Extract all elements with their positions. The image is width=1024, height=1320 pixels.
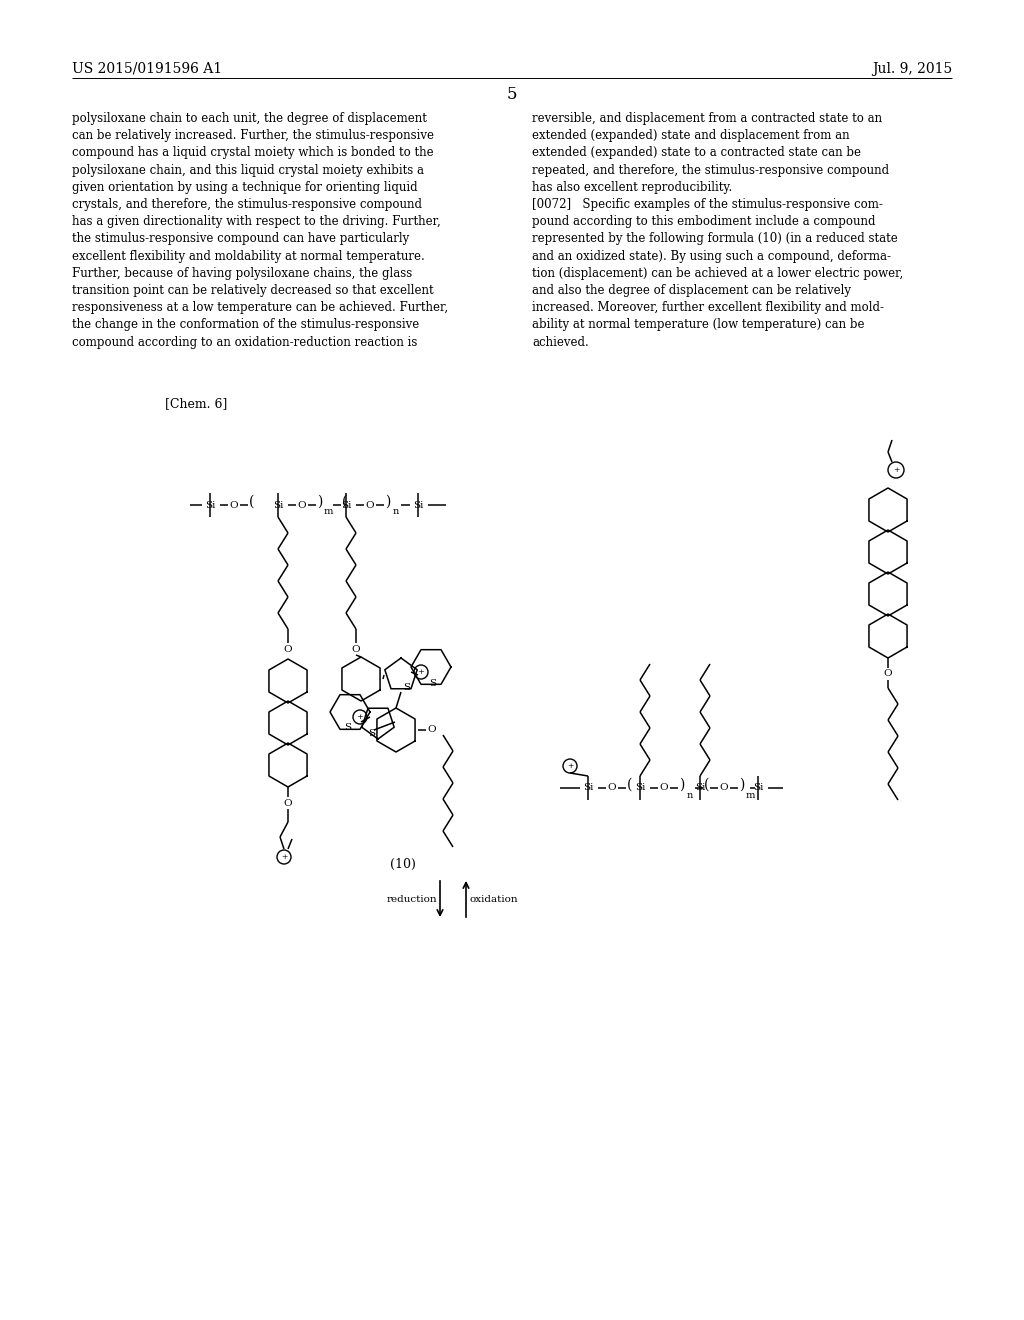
Text: O: O: [607, 784, 616, 792]
Text: Jul. 9, 2015: Jul. 9, 2015: [871, 62, 952, 77]
Text: O: O: [884, 669, 892, 678]
Text: S: S: [369, 730, 376, 738]
Text: +: +: [418, 668, 424, 676]
Text: O: O: [284, 799, 292, 808]
Text: +: +: [567, 762, 573, 770]
Text: O: O: [720, 784, 728, 792]
Text: US 2015/0191596 A1: US 2015/0191596 A1: [72, 62, 222, 77]
Text: n: n: [393, 507, 399, 516]
Text: +: +: [893, 466, 899, 474]
Text: O: O: [229, 500, 239, 510]
Text: (: (: [705, 777, 710, 792]
Text: reduction: reduction: [386, 895, 437, 903]
Text: m: m: [324, 507, 333, 516]
Text: polysiloxane chain to each unit, the degree of displacement
can be relatively in: polysiloxane chain to each unit, the deg…: [72, 112, 449, 348]
Text: ): ): [385, 495, 391, 510]
Text: S: S: [403, 682, 411, 692]
Text: Si: Si: [583, 784, 593, 792]
Text: Si: Si: [753, 784, 763, 792]
Text: +: +: [356, 713, 364, 721]
Text: [Chem. 6]: [Chem. 6]: [165, 397, 227, 411]
Text: O: O: [351, 644, 360, 653]
Text: O: O: [284, 644, 292, 653]
Text: O: O: [659, 784, 669, 792]
Text: reversible, and displacement from a contracted state to an
extended (expanded) s: reversible, and displacement from a cont…: [532, 112, 903, 348]
Text: (: (: [342, 495, 348, 510]
Text: +: +: [281, 853, 287, 861]
Text: O: O: [428, 726, 436, 734]
Text: Si: Si: [341, 500, 351, 510]
Text: m: m: [745, 791, 755, 800]
Text: S: S: [429, 678, 436, 688]
Text: ): ): [317, 495, 323, 510]
Text: oxidation: oxidation: [469, 895, 517, 903]
Text: n: n: [687, 791, 693, 800]
Text: (: (: [249, 495, 255, 510]
Text: (: (: [628, 777, 633, 792]
Text: 5: 5: [507, 86, 517, 103]
Text: Si: Si: [413, 500, 423, 510]
Text: O: O: [366, 500, 375, 510]
Text: S: S: [344, 723, 351, 733]
Text: Si: Si: [635, 784, 645, 792]
Text: (10): (10): [390, 858, 416, 871]
Text: ): ): [679, 777, 685, 792]
Text: Si: Si: [695, 784, 706, 792]
Text: Si: Si: [272, 500, 284, 510]
Text: Si: Si: [205, 500, 215, 510]
Text: ): ): [739, 777, 744, 792]
Text: O: O: [298, 500, 306, 510]
